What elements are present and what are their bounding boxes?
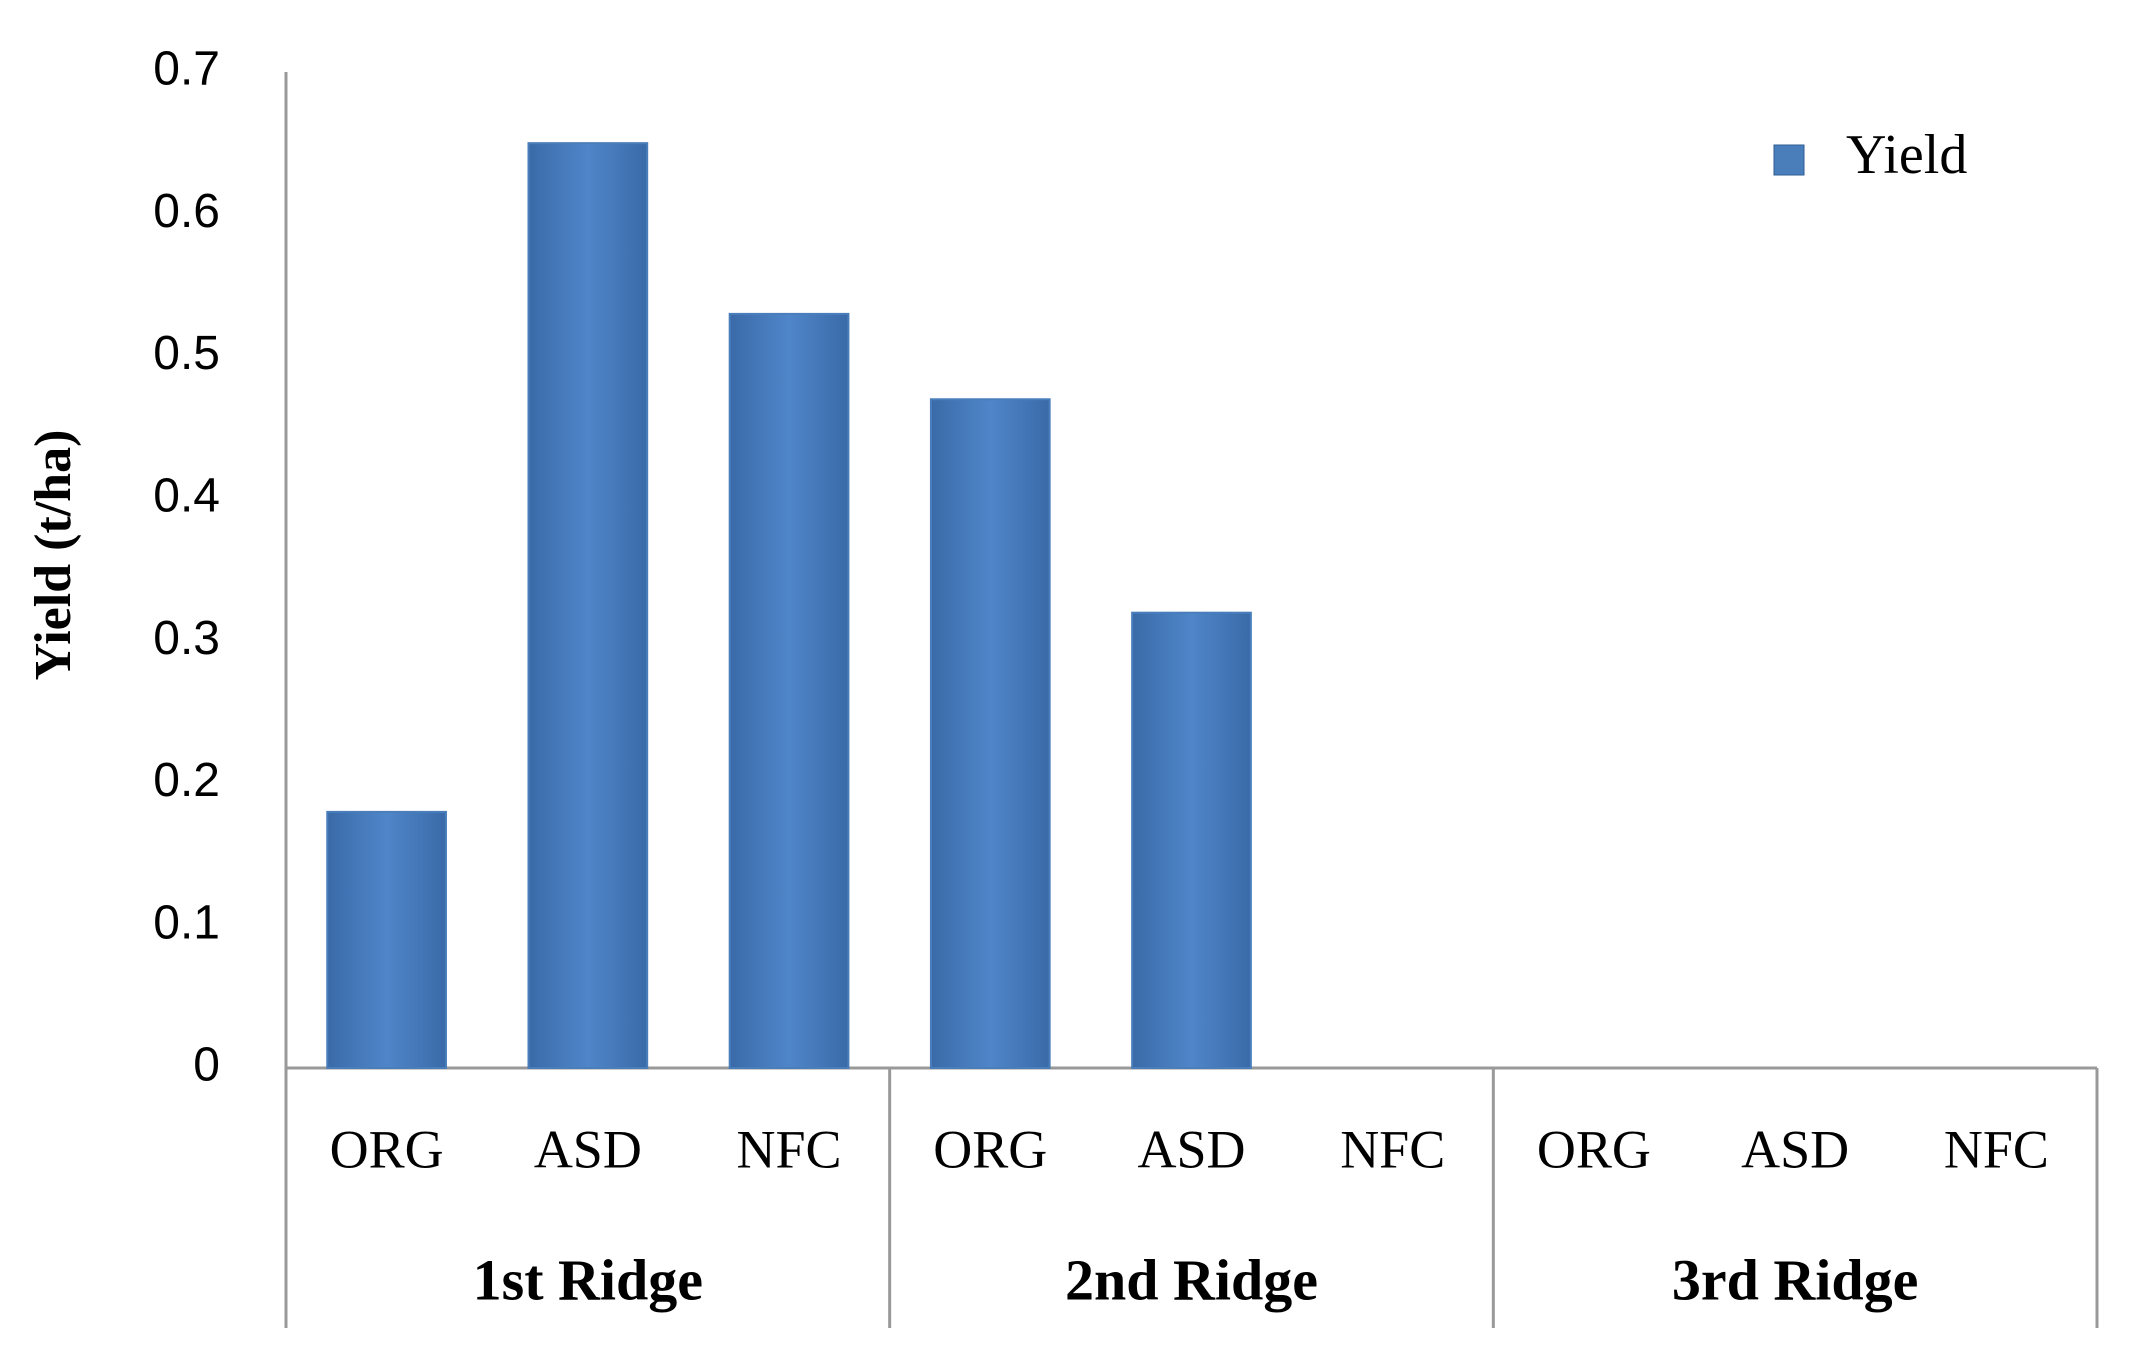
group-label: 2nd Ridge xyxy=(1065,1247,1318,1312)
x-tick-label: ASD xyxy=(534,1119,642,1179)
group-label: 1st Ridge xyxy=(473,1247,703,1312)
x-tick-label: NFC xyxy=(737,1119,842,1179)
x-tick-label: ORG xyxy=(933,1119,1047,1179)
bar xyxy=(527,142,649,1069)
x-tick-label: ASD xyxy=(1137,1119,1245,1179)
y-tick-label: 0.4 xyxy=(153,470,220,523)
bar xyxy=(1131,611,1252,1070)
y-tick-label: 0.6 xyxy=(153,185,220,238)
x-tick-label: NFC xyxy=(1340,1119,1445,1179)
y-axis-title: Yield (t/ha) xyxy=(25,430,82,681)
y-tick-label: 0.5 xyxy=(153,327,220,380)
group-label: 3rd Ridge xyxy=(1672,1247,1919,1312)
y-tick-label: 0.3 xyxy=(153,612,220,665)
bar xyxy=(929,398,1051,1069)
x-tick-label: NFC xyxy=(1944,1119,2049,1179)
bar xyxy=(326,810,447,1070)
bar xyxy=(728,312,850,1069)
x-tick-label: ORG xyxy=(1537,1119,1651,1179)
y-tick-label: 0.7 xyxy=(153,43,220,96)
legend-swatch xyxy=(1773,144,1805,176)
y-tick-label: 0 xyxy=(193,1039,220,1092)
x-tick-label: ORG xyxy=(330,1119,444,1179)
y-tick-label: 0.2 xyxy=(153,754,220,807)
y-tick-label: 0.1 xyxy=(153,896,220,949)
x-tick-label: ASD xyxy=(1741,1119,1849,1179)
legend-label: Yield xyxy=(1846,124,1967,186)
